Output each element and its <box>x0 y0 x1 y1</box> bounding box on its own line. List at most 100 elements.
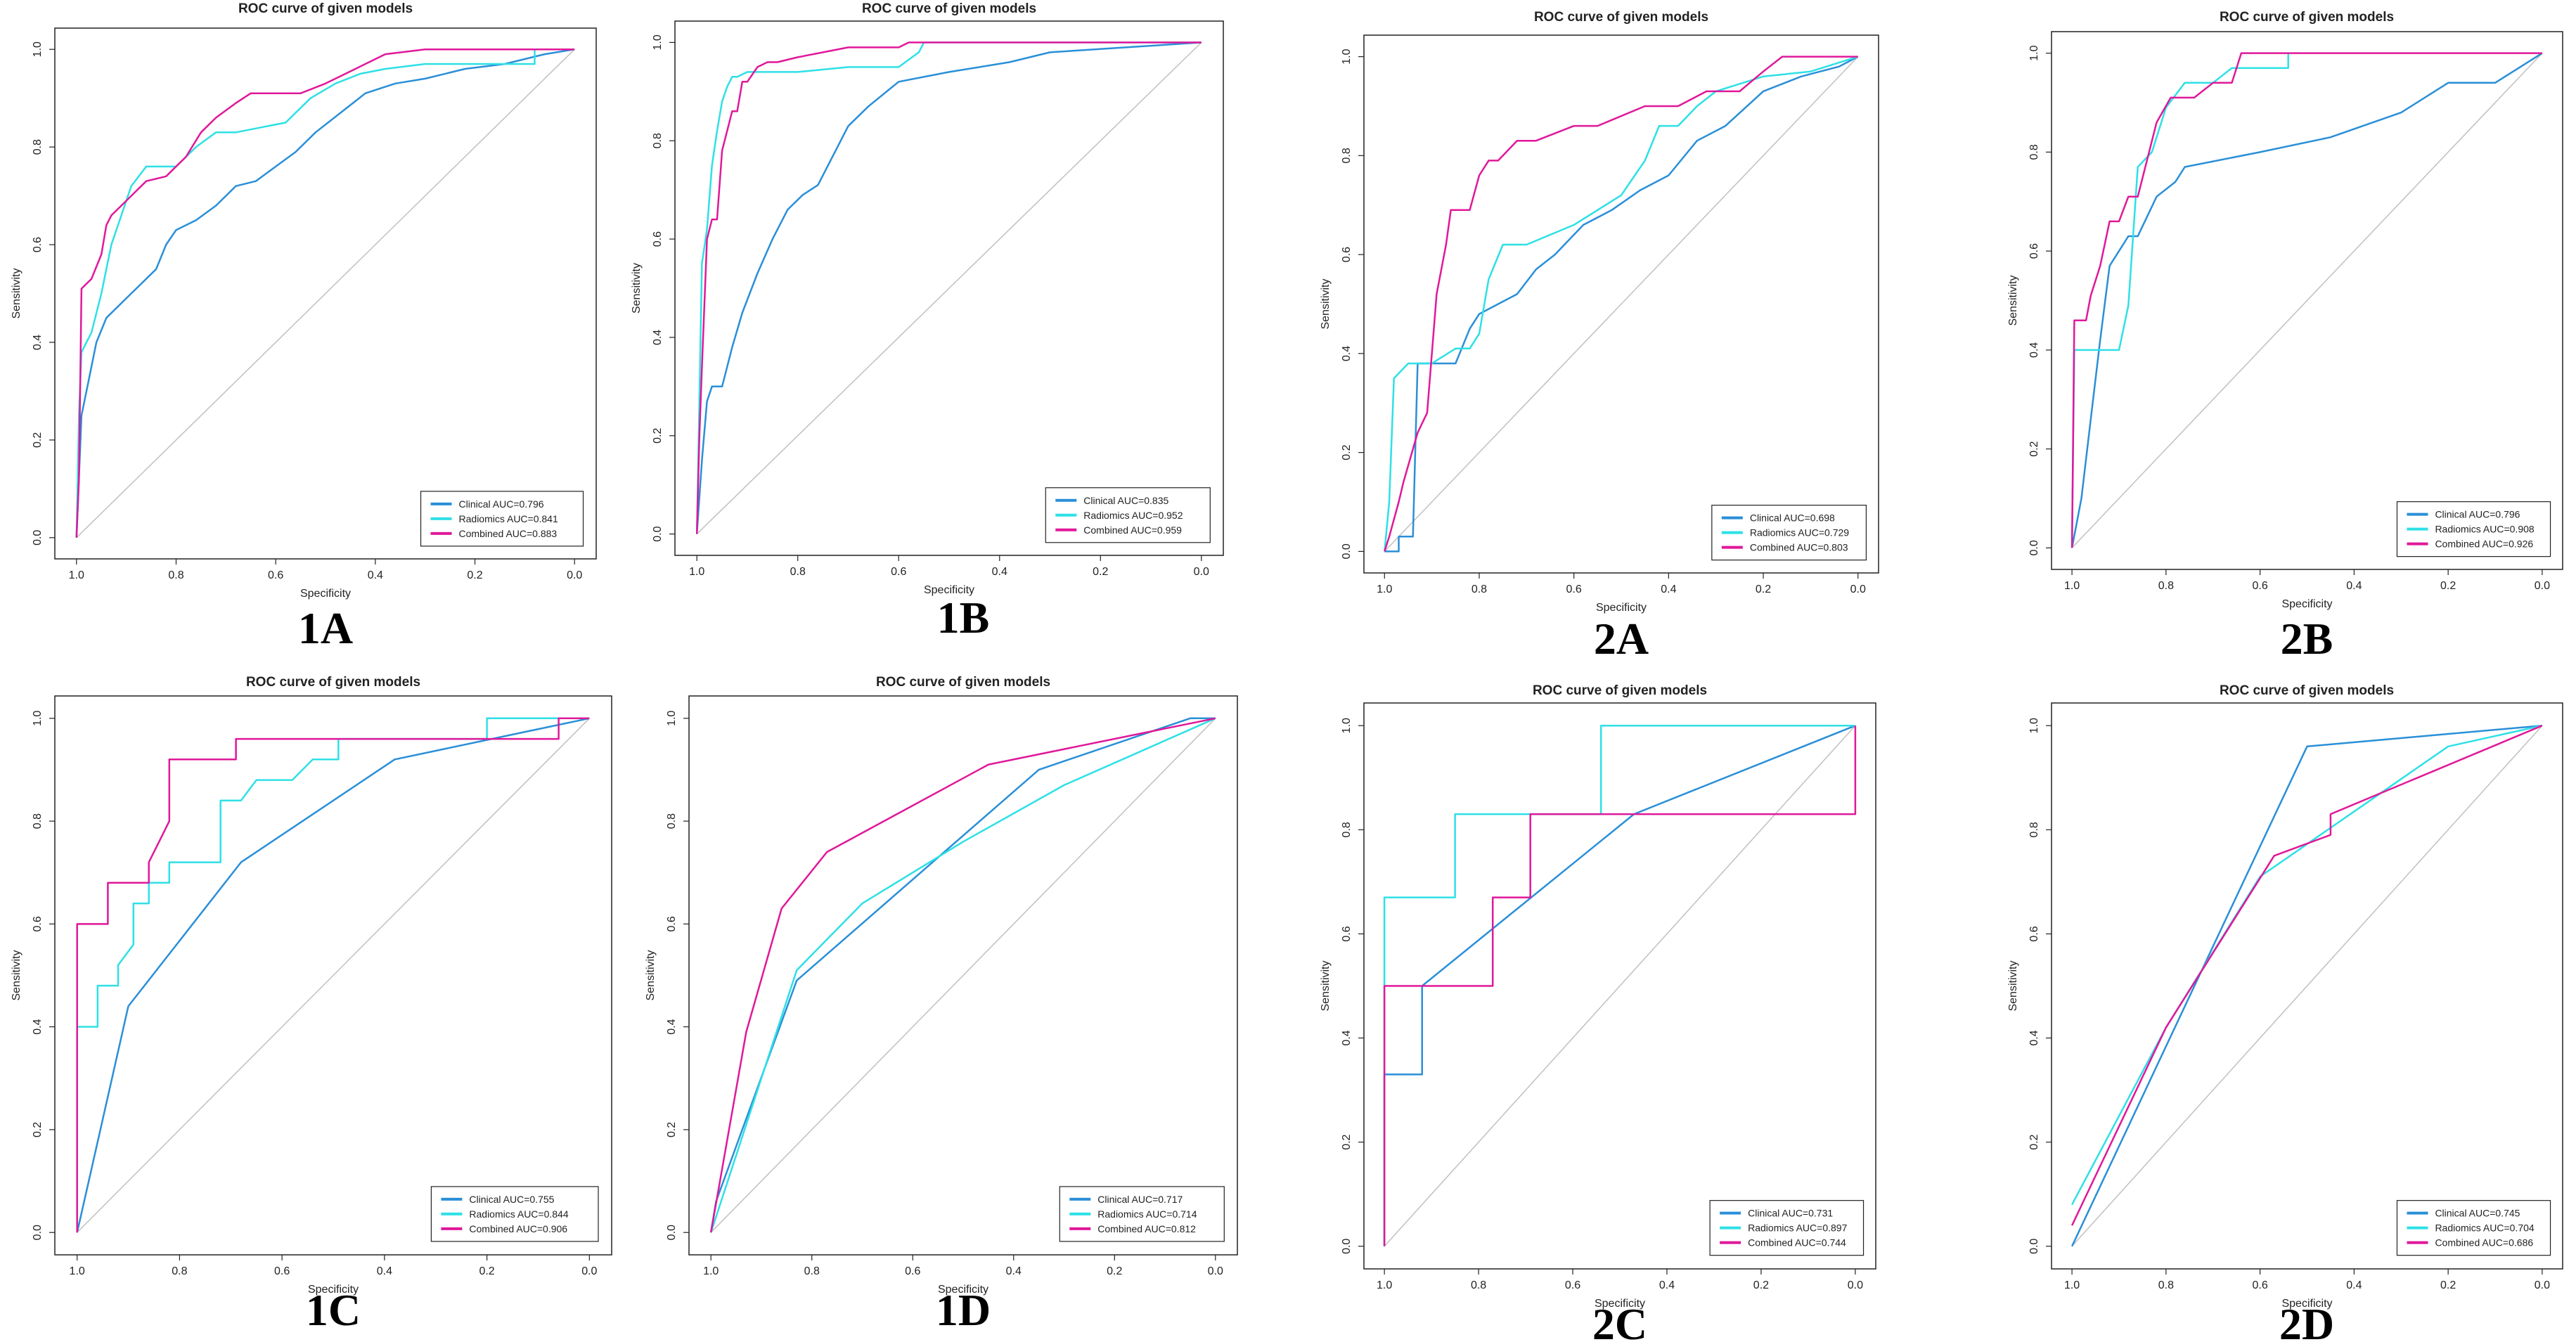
roc-line-clinical <box>76 717 590 1233</box>
y-tick-label: 0.6 <box>1341 247 1353 262</box>
x-tick-label: 1.0 <box>1377 1279 1392 1291</box>
y-tick-label: 0.6 <box>1341 926 1353 941</box>
y-tick-label: 1.0 <box>1341 49 1353 64</box>
legend-entry-clinical: Clinical AUC=0.755 <box>469 1194 554 1205</box>
legend-entry-radiomics: Radiomics AUC=0.844 <box>469 1208 568 1220</box>
legend: Clinical AUC=0.731 Radiomics AUC=0.897 Com… <box>1709 1200 1865 1256</box>
panel-caption: 1C <box>306 1285 361 1335</box>
x-tick-label: 0.8 <box>1471 583 1487 595</box>
x-axis-label: Specificity <box>1596 602 1647 614</box>
chart-title: ROC curve of given models <box>2220 10 2394 25</box>
legend-entry-combined: Combined AUC=0.959 <box>1083 524 1182 536</box>
x-tick-label: 0.2 <box>479 1265 494 1277</box>
panel-caption: 1A <box>298 603 353 653</box>
legend-entry-radiomics: Radiomics AUC=0.897 <box>1748 1222 1847 1234</box>
x-tick-label: 0.2 <box>2440 1279 2456 1291</box>
x-tick-label: 0.6 <box>905 1265 920 1277</box>
x-tick-label: 0.4 <box>368 569 383 581</box>
legend: Clinical AUC=0.717 Radiomics AUC=0.714 Com… <box>1059 1186 1225 1242</box>
legend-entry-radiomics: Radiomics AUC=0.714 <box>1097 1208 1197 1220</box>
x-tick-label: 1.0 <box>69 569 84 581</box>
chart-title: ROC curve of given models <box>246 675 420 690</box>
y-tick-label: 1.0 <box>2028 718 2040 733</box>
x-tick-label: 0.6 <box>1565 1279 1580 1291</box>
x-tick-label: 0.0 <box>1208 1265 1223 1277</box>
chart-title: ROC curve of given models <box>876 675 1050 690</box>
x-axis-label: Specificity <box>1595 1298 1645 1310</box>
x-tick-label: 0.2 <box>1756 583 1771 595</box>
x-tick-label: 0.8 <box>168 569 183 581</box>
y-tick-label: 0.4 <box>666 1019 678 1034</box>
legend-entry-radiomics: Radiomics AUC=0.704 <box>2435 1222 2534 1234</box>
x-tick-label: 0.0 <box>2535 580 2550 592</box>
y-tick-label: 0.2 <box>1341 1134 1353 1149</box>
legend: Clinical AUC=0.698 Radiomics AUC=0.729 Com… <box>1711 505 1867 561</box>
x-tick-label: 0.8 <box>2158 1279 2174 1291</box>
legend-entry-clinical: Clinical AUC=0.717 <box>1097 1194 1183 1205</box>
roc-line-combined <box>76 717 590 1233</box>
x-tick-label: 0.6 <box>2252 580 2267 592</box>
roc-line-combined <box>2071 52 2542 548</box>
plot-frame <box>2051 702 2563 1270</box>
y-tick-label: 0.2 <box>1341 444 1353 460</box>
x-tick-label: 0.8 <box>172 1265 187 1277</box>
legend-entry-radiomics: Radiomics AUC=0.729 <box>1750 527 1849 538</box>
x-tick-label: 0.2 <box>2440 580 2456 592</box>
y-tick-label: 0.2 <box>2028 441 2040 456</box>
panel-caption: 2A <box>1594 614 1649 664</box>
panel-caption: 2C <box>1592 1299 1647 1342</box>
legend: Clinical AUC=0.755 Radiomics AUC=0.844 Com… <box>430 1186 599 1242</box>
panel-2C: ROC curve of given models 1.0 0.8 0.6 0.4 0.2… <box>1320 683 1876 1342</box>
y-axis-label: Sensitivity <box>11 950 22 1000</box>
y-tick-label: 0.4 <box>32 335 44 350</box>
x-tick-label: 0.0 <box>1850 583 1866 595</box>
legend: Clinical AUC=0.796 Radiomics AUC=0.908 Com… <box>2396 501 2551 557</box>
x-tick-label: 0.8 <box>804 1265 820 1277</box>
x-tick-label: 1.0 <box>689 566 704 578</box>
legend: Clinical AUC=0.796 Radiomics AUC=0.841 Com… <box>420 491 584 547</box>
y-tick-label: 0.4 <box>2028 342 2040 358</box>
roc-line-clinical <box>695 41 1202 534</box>
panel-caption: 1D <box>936 1285 991 1335</box>
y-axis-label: Sensitivity <box>2007 275 2019 325</box>
chart-title: ROC curve of given models <box>1534 10 1708 25</box>
x-tick-label: 1.0 <box>703 1265 719 1277</box>
x-axis-label: Specificity <box>924 584 974 596</box>
panel-2B: ROC curve of given models 1.0 0.8 0.6 0.4 0.2… <box>2007 10 2563 664</box>
x-tick-label: 0.4 <box>992 566 1007 578</box>
y-axis-label: Sensitivity <box>645 950 657 1000</box>
x-tick-label: 0.0 <box>567 569 582 581</box>
y-tick-label: 1.0 <box>666 711 678 726</box>
y-tick-label: 0.4 <box>2028 1030 2040 1045</box>
y-tick-label: 0.8 <box>652 133 664 148</box>
x-tick-label: 0.6 <box>2252 1279 2267 1291</box>
reference-diagonal <box>1384 725 1856 1247</box>
y-axis-label: Sensitivity <box>631 263 643 314</box>
y-tick-label: 0.0 <box>1341 543 1353 559</box>
legend-entry-combined: Combined AUC=0.883 <box>459 528 558 539</box>
roc-line-clinical <box>2071 52 2543 548</box>
y-tick-label: 0.4 <box>1341 1030 1353 1045</box>
roc-line-radiomics <box>1383 724 1855 1246</box>
y-tick-label: 0.8 <box>2028 144 2040 160</box>
y-tick-label: 0.2 <box>32 1122 44 1137</box>
x-tick-label: 0.0 <box>581 1265 597 1277</box>
y-tick-label: 0.6 <box>666 916 678 931</box>
y-tick-label: 0.4 <box>1341 346 1353 361</box>
legend-entry-combined: Combined AUC=0.812 <box>1097 1223 1196 1234</box>
chart-title: ROC curve of given models <box>238 1 413 16</box>
roc-line-combined <box>695 41 1202 534</box>
y-tick-label: 0.0 <box>2028 540 2040 555</box>
legend-entry-combined: Combined AUC=0.686 <box>2435 1237 2533 1249</box>
legend: Clinical AUC=0.835 Radiomics AUC=0.952 Com… <box>1045 487 1211 543</box>
y-tick-label: 1.0 <box>32 41 44 57</box>
roc-line-radiomics <box>1384 56 1859 552</box>
x-tick-label: 0.4 <box>1659 1279 1675 1291</box>
plot-frame <box>2051 31 2563 570</box>
panel-caption: 2B <box>2281 614 2333 664</box>
roc-line-combined <box>1384 56 1858 552</box>
y-tick-label: 0.2 <box>652 428 664 444</box>
plot-frame <box>1363 34 1879 574</box>
y-tick-label: 0.8 <box>1341 148 1353 163</box>
roc-line-radiomics <box>76 717 590 1233</box>
